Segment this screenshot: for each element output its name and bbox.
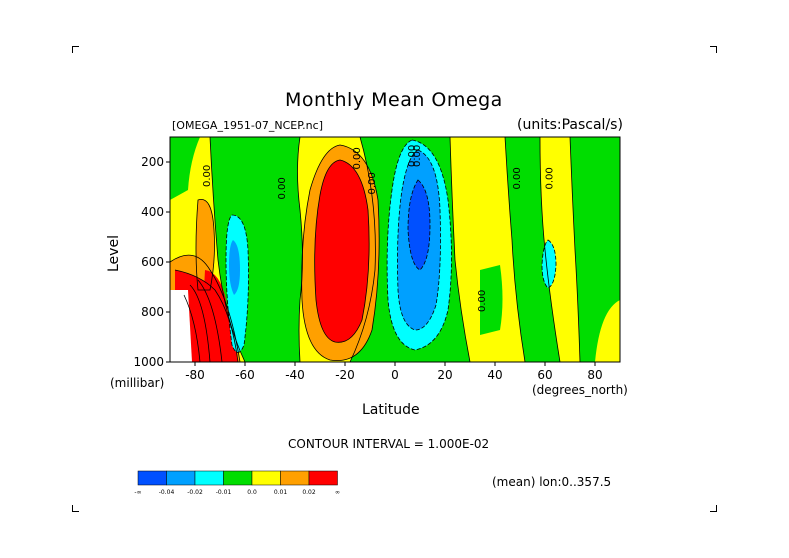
colorbar-swatch (280, 470, 310, 486)
x-tick-label: 60 (537, 368, 552, 382)
crop-mark-bottom-left (72, 505, 79, 512)
colorbar-swatch (308, 470, 338, 486)
colorbar-label: ∞ (335, 489, 340, 496)
colorbar-label: -∞ (134, 489, 141, 496)
x-tick-label: 40 (487, 368, 502, 382)
colorbar-label: 0.01 (274, 489, 288, 496)
x-tick-label: 80 (587, 368, 602, 382)
x-axis-title: Latitude (362, 402, 420, 418)
colorbar-label: -0.04 (159, 489, 175, 496)
contour-value-label: 0.00 (277, 177, 288, 199)
green-region-north-b (570, 137, 620, 362)
cyan-region-polar-b (229, 240, 240, 295)
file-label: [OMEGA_1951-07_NCEP.nc] (172, 119, 323, 132)
y-axis-title: Level (106, 235, 122, 272)
green-region-north-a (505, 137, 560, 362)
colorbar-swatch (194, 470, 224, 486)
contour-value-label: 0.00 (352, 147, 363, 169)
x-tick-label: 20 (437, 368, 452, 382)
colorbar-label: -0.01 (216, 489, 232, 496)
green-region-polar (170, 137, 200, 200)
contour-value-label: 0.00 (412, 145, 423, 167)
colorbar-label: 0.02 (302, 489, 316, 496)
x-tick-label: -80 (185, 368, 205, 382)
crop-mark-bottom-right (710, 505, 717, 512)
colorbar-label: -0.02 (187, 489, 203, 496)
contour-fill-layer (170, 137, 620, 362)
contour-interval-label: CONTOUR INTERVAL = 1.000E-02 (288, 437, 490, 451)
x-tick-label: -20 (335, 368, 355, 382)
y-tick-label: 800 (141, 305, 164, 319)
green-region-north-c (480, 265, 503, 335)
x-unit-label: (degrees_north) (532, 383, 628, 397)
colorbar: -∞ -0.04 -0.02 -0.01 0.0 0.01 0.02 ∞ (134, 470, 340, 496)
x-tick-label: -40 (285, 368, 305, 382)
contour-value-labels: 0.000.00 0.000.000.000.000.00 0.000.00 (202, 145, 556, 312)
chart-title: Monthly Mean Omega (285, 89, 503, 111)
y-unit-label: (millibar) (110, 376, 165, 390)
contour-lines (170, 137, 581, 362)
y-tick-label: 200 (141, 155, 164, 169)
axis-ticks: -80 -60 -40 -20 0 20 40 60 80 200 400 600 800 1000 (133, 155, 602, 382)
blue-core-equator (408, 180, 430, 270)
colorbar-swatch (137, 470, 167, 486)
crop-mark-top-right (710, 46, 717, 53)
y-tick-label: 600 (141, 255, 164, 269)
x-tick-label: -60 (235, 368, 255, 382)
contour-value-label: 0.00 (202, 165, 213, 187)
missing-data-region (170, 290, 192, 362)
colorbar-swatch (251, 470, 281, 486)
red-core-subtropic (314, 160, 370, 343)
contour-value-label: 0.00 (407, 145, 418, 167)
crop-mark-top-left (72, 46, 79, 53)
y-tick-label: 400 (141, 205, 164, 219)
colorbar-swatch (223, 470, 253, 486)
orange-region-polar-upper (196, 199, 215, 290)
colorbar-swatch (166, 470, 196, 486)
x-tick-label: 0 (391, 368, 399, 382)
mean-label: (mean) lon:0..357.5 (492, 475, 612, 489)
colorbar-label: 0.0 (247, 489, 257, 496)
units-label: (units:Pascal/s) (517, 117, 623, 133)
y-tick-label: 1000 (133, 355, 164, 369)
contour-value-label: 0.00 (512, 167, 523, 189)
contour-value-label: 0.00 (477, 290, 488, 312)
contour-value-label: 0.00 (367, 172, 378, 194)
contour-value-label: 0.00 (545, 167, 556, 189)
